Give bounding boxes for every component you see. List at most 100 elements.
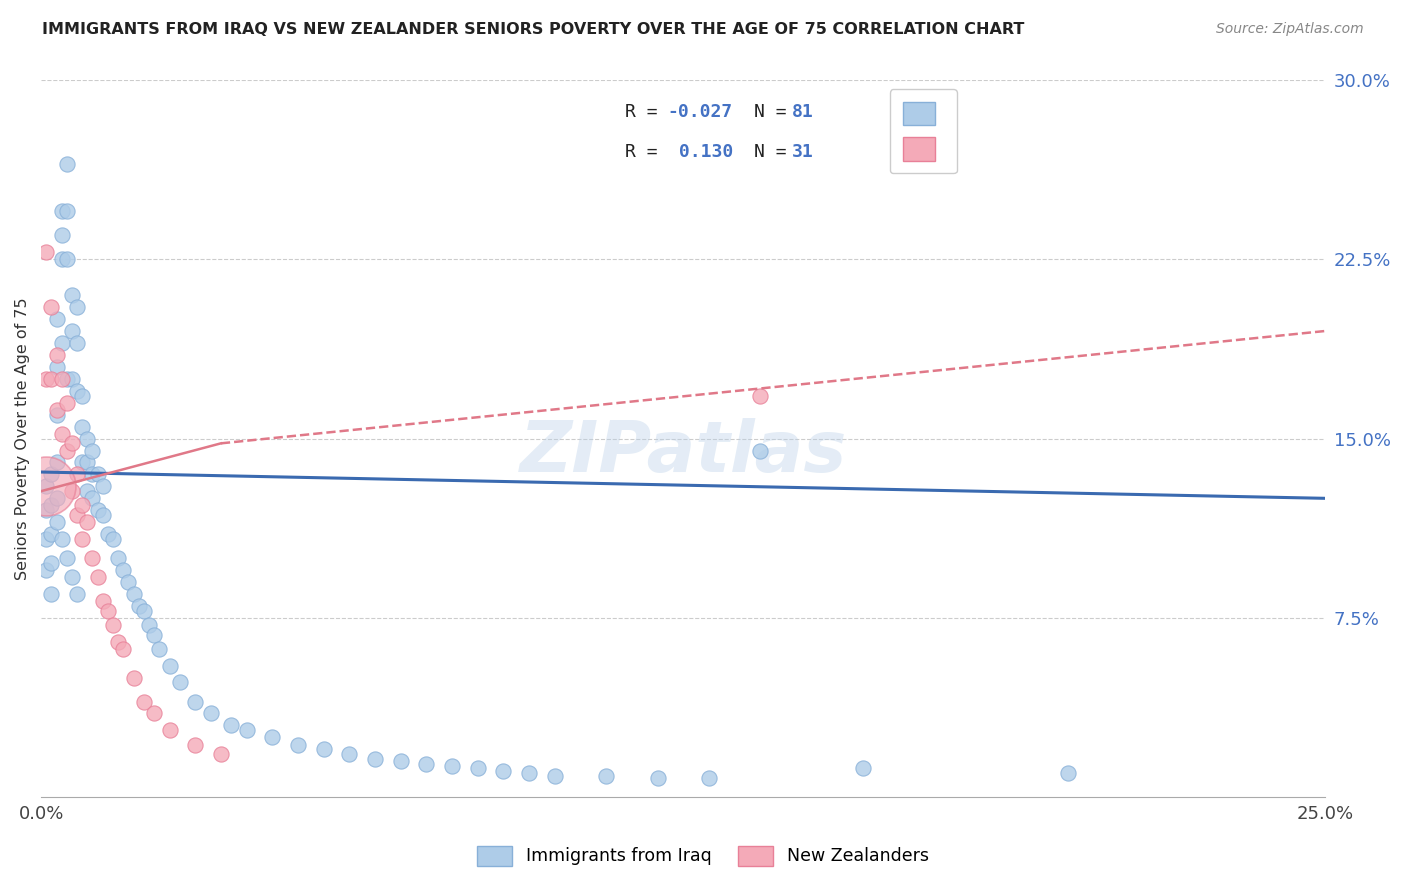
Point <box>41 556 63 570</box>
Point <box>45 359 67 374</box>
Point <box>209 747 232 761</box>
Point <box>91 594 114 608</box>
Point <box>517 766 540 780</box>
Point <box>56 252 79 267</box>
Point <box>41 587 63 601</box>
Legend: Immigrants from Iraq, New Zealanders: Immigrants from Iraq, New Zealanders <box>471 838 935 872</box>
Point <box>86 570 108 584</box>
Point <box>41 372 63 386</box>
Point <box>97 527 120 541</box>
Point <box>112 563 135 577</box>
Point <box>184 694 207 708</box>
Point <box>56 395 79 409</box>
Point <box>51 335 73 350</box>
Point <box>41 300 63 314</box>
Point <box>219 718 242 732</box>
Point <box>45 455 67 469</box>
Point <box>51 204 73 219</box>
Legend: , : , <box>890 89 956 173</box>
Point <box>76 484 98 499</box>
Point <box>82 491 104 506</box>
Point <box>60 570 83 584</box>
Point <box>467 762 489 776</box>
Point <box>262 731 284 745</box>
Point <box>45 312 67 326</box>
Point <box>107 551 129 566</box>
Point <box>86 503 108 517</box>
Point <box>749 443 772 458</box>
Point <box>112 642 135 657</box>
Point <box>60 324 83 338</box>
Point <box>41 499 63 513</box>
Point <box>148 642 170 657</box>
Point <box>60 436 83 450</box>
Point <box>91 479 114 493</box>
Point <box>1057 766 1080 780</box>
Text: 0.130: 0.130 <box>668 143 733 161</box>
Point <box>544 769 567 783</box>
Point <box>91 508 114 522</box>
Point <box>159 658 181 673</box>
Point <box>51 426 73 441</box>
Point <box>51 372 73 386</box>
Point <box>441 759 464 773</box>
Point <box>70 499 93 513</box>
Point <box>41 467 63 482</box>
Text: -0.027: -0.027 <box>668 103 733 121</box>
Point <box>184 738 207 752</box>
Point <box>101 618 124 632</box>
Point <box>852 762 875 776</box>
Point <box>492 764 515 778</box>
Y-axis label: Seniors Poverty Over the Age of 75: Seniors Poverty Over the Age of 75 <box>15 297 30 580</box>
Point <box>56 443 79 458</box>
Point <box>122 671 145 685</box>
Point <box>117 574 139 589</box>
Point <box>51 228 73 243</box>
Point <box>128 599 150 613</box>
Text: ZIPatlas: ZIPatlas <box>519 418 846 487</box>
Point <box>66 587 89 601</box>
Text: IMMIGRANTS FROM IRAQ VS NEW ZEALANDER SENIORS POVERTY OVER THE AGE OF 75 CORRELA: IMMIGRANTS FROM IRAQ VS NEW ZEALANDER SE… <box>42 22 1025 37</box>
Point <box>76 455 98 469</box>
Text: N =: N = <box>754 103 797 121</box>
Point <box>70 455 93 469</box>
Point <box>200 706 222 721</box>
Point <box>66 508 89 522</box>
Point <box>132 694 155 708</box>
Point <box>76 432 98 446</box>
Point <box>337 747 360 761</box>
Point <box>51 532 73 546</box>
Point <box>45 348 67 362</box>
Point <box>66 300 89 314</box>
Point <box>122 587 145 601</box>
Text: R =: R = <box>626 143 669 161</box>
Point <box>35 372 58 386</box>
Point <box>70 419 93 434</box>
Point <box>41 527 63 541</box>
Point <box>45 403 67 417</box>
Point <box>56 156 79 170</box>
Text: 81: 81 <box>793 103 814 121</box>
Point <box>45 408 67 422</box>
Point <box>60 484 83 499</box>
Text: N =: N = <box>754 143 797 161</box>
Point <box>86 467 108 482</box>
Point <box>35 245 58 260</box>
Point <box>389 754 412 768</box>
Point <box>70 532 93 546</box>
Point <box>56 551 79 566</box>
Point <box>169 675 191 690</box>
Point <box>66 384 89 398</box>
Point <box>82 467 104 482</box>
Point <box>101 532 124 546</box>
Point <box>66 467 89 482</box>
Point <box>143 627 166 641</box>
Point <box>312 742 335 756</box>
Point <box>56 372 79 386</box>
Point <box>697 771 720 785</box>
Point <box>35 479 58 493</box>
Point <box>60 372 83 386</box>
Point <box>749 388 772 402</box>
Point <box>287 738 309 752</box>
Text: R =: R = <box>626 103 669 121</box>
